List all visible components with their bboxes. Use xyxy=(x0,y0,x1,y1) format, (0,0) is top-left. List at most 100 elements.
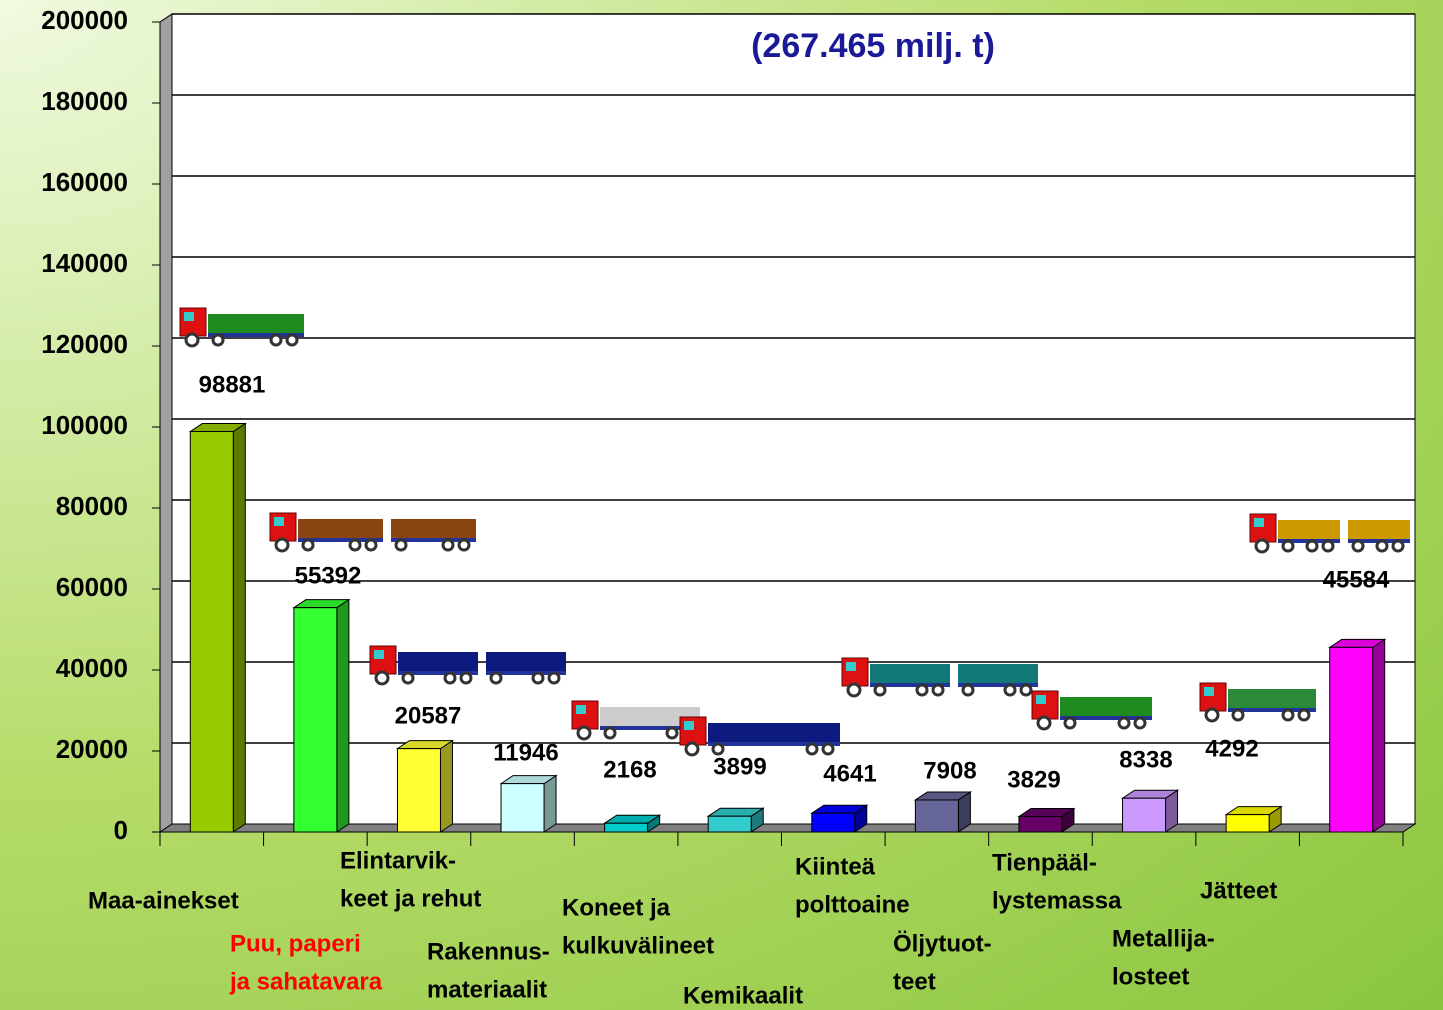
bar xyxy=(1123,798,1166,832)
truck-load xyxy=(708,723,840,743)
truck-wheel xyxy=(1021,685,1031,695)
truck-wheel xyxy=(303,540,313,550)
bar xyxy=(1019,816,1062,832)
x-tick-label: Rakennus- xyxy=(427,938,550,965)
truck-wheel xyxy=(1065,718,1075,728)
truck-wheel xyxy=(823,744,833,754)
truck-window xyxy=(1254,518,1264,527)
truck-wheel xyxy=(1353,541,1363,551)
truck-wheel xyxy=(350,540,360,550)
truck-wheel xyxy=(213,335,223,345)
truck-wheel xyxy=(1256,540,1268,552)
truck-wheel xyxy=(396,540,406,550)
value-label: 55392 xyxy=(295,562,362,589)
truck-wheel xyxy=(605,728,615,738)
truck-wheel xyxy=(1283,710,1293,720)
y-tick-label: 180000 xyxy=(41,86,128,116)
truck-wheel xyxy=(1299,710,1309,720)
truck-wheel xyxy=(1135,718,1145,728)
value-label: 3899 xyxy=(713,753,766,780)
bar-side xyxy=(233,424,245,832)
value-label: 3829 xyxy=(1007,766,1060,793)
bar-side xyxy=(1373,639,1385,832)
truck-wheel xyxy=(1005,685,1015,695)
x-tick-label: Kemikaalit xyxy=(683,982,803,1009)
truck-window xyxy=(274,517,284,526)
truck-window xyxy=(576,705,586,714)
x-tick-label: teet xyxy=(893,968,936,995)
y-tick-label: 0 xyxy=(114,815,128,845)
truck-wheel xyxy=(443,540,453,550)
x-tick-label: Jätteet xyxy=(1200,877,1277,904)
truck-wheel xyxy=(1206,709,1218,721)
truck-wheel xyxy=(848,684,860,696)
truck-wheel xyxy=(1377,541,1387,551)
truck-wheel xyxy=(1038,717,1050,729)
bar xyxy=(501,784,544,832)
x-tick-label: ja sahatavara xyxy=(229,968,383,995)
truck-wheel xyxy=(1323,541,1333,551)
truck-wheel xyxy=(276,539,288,551)
bar xyxy=(1226,815,1269,832)
truck-wheel xyxy=(875,685,885,695)
truck-wheel xyxy=(287,335,297,345)
truck-load xyxy=(870,664,950,684)
bar xyxy=(190,432,233,832)
truck-wheel xyxy=(1393,541,1403,551)
value-label: 8338 xyxy=(1119,746,1172,773)
x-tick-label: materiaalit xyxy=(427,976,547,1003)
y-tick-label: 60000 xyxy=(56,572,128,602)
bar xyxy=(915,800,958,832)
x-tick-label: polttoaine xyxy=(795,891,910,918)
truck-wheel xyxy=(403,673,413,683)
truck-wheel xyxy=(271,335,281,345)
bar-side xyxy=(544,776,556,832)
bar xyxy=(397,749,440,832)
value-label: 4292 xyxy=(1205,735,1258,762)
chart-title: (267.465 milj. t) xyxy=(751,27,995,65)
y-tick-label: 200000 xyxy=(41,5,128,35)
truck-wheel xyxy=(1283,541,1293,551)
truck-wheel xyxy=(1233,710,1243,720)
truck-wheel xyxy=(686,743,698,755)
x-tick-label: Kiinteä xyxy=(795,853,876,880)
truck-wheel xyxy=(1119,718,1129,728)
bar xyxy=(812,813,855,832)
truck-wheel xyxy=(963,685,973,695)
truck-window xyxy=(684,721,694,730)
truck-load xyxy=(1060,697,1152,717)
truck-load xyxy=(298,519,383,539)
truck-wheel xyxy=(933,685,943,695)
truck-load xyxy=(208,314,304,334)
value-label: 7908 xyxy=(923,757,976,784)
truck-load xyxy=(391,519,476,539)
y-tick-label: 80000 xyxy=(56,491,128,521)
truck-wheel xyxy=(1307,541,1317,551)
y-tick-label: 160000 xyxy=(41,167,128,197)
y-tick-label: 100000 xyxy=(41,410,128,440)
x-tick-label: Puu, paperi xyxy=(230,930,361,957)
y-tick-label: 20000 xyxy=(56,734,128,764)
truck-window xyxy=(1204,687,1214,696)
truck-wheel xyxy=(491,673,501,683)
x-tick-label: keet ja rehut xyxy=(340,885,481,912)
bar-side xyxy=(337,600,349,832)
truck-load xyxy=(1278,520,1340,540)
truck-wheel xyxy=(667,728,677,738)
truck-wheel xyxy=(186,334,198,346)
truck-wheel xyxy=(533,673,543,683)
value-label: 45584 xyxy=(1323,566,1390,593)
value-label: 98881 xyxy=(199,371,266,398)
truck-window xyxy=(1036,695,1046,704)
truck-load xyxy=(398,652,478,672)
side-wall xyxy=(160,14,172,832)
x-tick-label: Maa-ainekset xyxy=(88,887,239,914)
truck-wheel xyxy=(713,744,723,754)
x-tick-label: Koneet ja xyxy=(562,894,671,921)
bar xyxy=(1330,647,1373,832)
y-tick-label: 40000 xyxy=(56,653,128,683)
x-tick-label: Metallija- xyxy=(1112,925,1215,952)
x-tick-label: Tienpääl- xyxy=(992,849,1097,876)
truck-load xyxy=(486,652,566,672)
x-tick-label: lystemassa xyxy=(992,887,1122,914)
